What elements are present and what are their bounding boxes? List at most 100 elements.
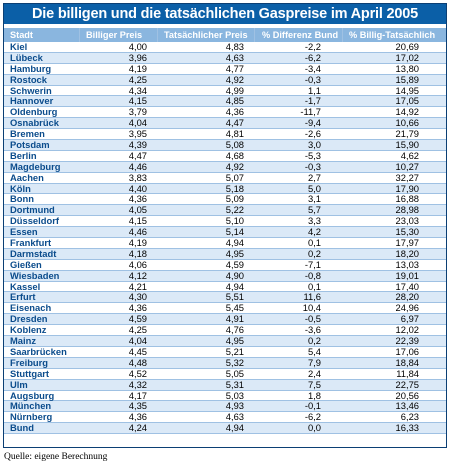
actual-price-cell: 4,94 xyxy=(225,237,244,249)
header-cheap-price: Billiger Preis xyxy=(86,30,143,40)
pct-cell: 17,05 xyxy=(395,95,419,107)
table-row: Kiel 4,00 4,83 -2,2 20,69 xyxy=(4,41,446,53)
city-cell: Hamburg xyxy=(10,62,52,74)
table-row: Dortmund 4,05 5,22 5,7 28,98 xyxy=(4,204,446,217)
actual-price-cell: 5,31 xyxy=(225,378,244,390)
cheap-price-cell: 4,46 xyxy=(128,226,147,238)
city-cell: Koblenz xyxy=(10,324,47,336)
diff-cell: -6,2 xyxy=(304,411,321,423)
source-note: Quelle: eigene Berechnung xyxy=(4,452,108,462)
actual-price-cell: 4,95 xyxy=(225,247,244,259)
cheap-price-cell: 4,36 xyxy=(128,411,147,423)
diff-cell: -5,3 xyxy=(304,149,321,161)
actual-price-cell: 5,05 xyxy=(225,367,244,379)
diff-cell: 5,4 xyxy=(307,345,321,357)
pct-cell: 15,89 xyxy=(395,73,419,85)
diff-cell: 3,0 xyxy=(307,139,321,151)
pct-cell: 15,30 xyxy=(395,226,419,238)
pct-cell: 16,33 xyxy=(395,422,419,434)
table-row: Eisenach 4,36 5,45 10,4 24,96 xyxy=(4,302,446,315)
city-cell: Kassel xyxy=(10,280,41,292)
pct-cell: 13,80 xyxy=(395,62,419,74)
city-cell: Magdeburg xyxy=(10,160,61,172)
table-row: Augsburg 4,17 5,03 1,8 20,56 xyxy=(4,389,446,402)
table-row: Aachen 3,83 5,07 2,7 32,27 xyxy=(4,171,446,184)
cheap-price-cell: 4,59 xyxy=(128,313,147,325)
city-cell: Oldenburg xyxy=(10,106,58,118)
cheap-price-cell: 4,48 xyxy=(128,356,147,368)
table-row: Oldenburg 3,79 4,36 -11,7 14,92 xyxy=(4,106,446,119)
actual-price-cell: 4,68 xyxy=(225,149,244,161)
table-row: Hamburg 4,19 4,77 -3,4 13,80 xyxy=(4,62,446,75)
actual-price-cell: 5,08 xyxy=(225,139,244,151)
pct-cell: 17,06 xyxy=(395,345,419,357)
cheap-price-cell: 4,21 xyxy=(128,280,147,292)
header-diff-bund: % Differenz Bund xyxy=(262,30,339,40)
diff-cell: -3,6 xyxy=(304,324,321,336)
table-row: Darmstadt 4,18 4,95 0,2 18,20 xyxy=(4,247,446,260)
city-cell: Potsdam xyxy=(10,139,50,151)
cheap-price-cell: 4,17 xyxy=(128,389,147,401)
city-cell: Dortmund xyxy=(10,204,55,216)
table-row: Düsseldorf 4,15 5,10 3,3 23,03 xyxy=(4,215,446,228)
pct-cell: 12,02 xyxy=(395,324,419,336)
pct-cell: 14,92 xyxy=(395,106,419,118)
actual-price-cell: 4,95 xyxy=(225,335,244,347)
table-row: Frankfurt 4,19 4,94 0,1 17,97 xyxy=(4,237,446,249)
diff-cell: -1,7 xyxy=(304,95,321,107)
cheap-price-cell: 4,36 xyxy=(128,302,147,314)
diff-cell: 7,5 xyxy=(307,378,321,390)
pct-cell: 17,97 xyxy=(395,237,419,249)
pct-cell: 14,95 xyxy=(395,84,419,96)
pct-cell: 6,23 xyxy=(400,411,419,423)
table-title: Die billigen und die tatsächlichen Gaspr… xyxy=(4,4,446,24)
city-cell: Nürnberg xyxy=(10,411,53,423)
actual-price-cell: 5,21 xyxy=(225,345,244,357)
table-row: Ulm 4,32 5,31 7,5 22,75 xyxy=(4,378,446,391)
actual-price-cell: 5,03 xyxy=(225,389,244,401)
city-cell: Essen xyxy=(10,226,38,238)
table-row: Bonn 4,36 5,09 3,1 16,88 xyxy=(4,193,446,206)
cheap-price-cell: 4,39 xyxy=(128,139,147,151)
cheap-price-cell: 4,45 xyxy=(128,345,147,357)
cheap-price-cell: 4,34 xyxy=(128,84,147,96)
diff-cell: -0,5 xyxy=(304,313,321,325)
city-cell: Lübeck xyxy=(10,51,43,63)
table-row: Potsdam 4,39 5,08 3,0 15,90 xyxy=(4,139,446,151)
cheap-price-cell: 4,19 xyxy=(128,62,147,74)
table-row: Magdeburg 4,46 4,92 -0,3 10,27 xyxy=(4,160,446,173)
cheap-price-cell: 4,47 xyxy=(128,149,147,161)
actual-price-cell: 4,94 xyxy=(225,280,244,292)
city-cell: Bremen xyxy=(10,128,45,140)
table-row: Hannover 4,15 4,85 -1,7 17,05 xyxy=(4,95,446,108)
pct-cell: 13,46 xyxy=(395,400,419,412)
city-cell: Bund xyxy=(10,422,34,434)
table-row: Dresden 4,59 4,91 -0,5 6,97 xyxy=(4,313,446,326)
diff-cell: -6,2 xyxy=(304,51,321,63)
table-row: Bremen 3,95 4,81 -2,6 21,79 xyxy=(4,128,446,141)
cheap-price-cell: 4,24 xyxy=(128,422,147,434)
pct-cell: 28,98 xyxy=(395,204,419,216)
table-row: Lübeck 3,96 4,63 -6,2 17,02 xyxy=(4,51,446,64)
table-row: Nürnberg 4,36 4,63 -6,2 6,23 xyxy=(4,411,446,424)
diff-cell: -2,2 xyxy=(304,41,321,52)
diff-cell: -0,3 xyxy=(304,73,321,85)
city-cell: Dresden xyxy=(10,313,48,325)
cheap-price-cell: 4,32 xyxy=(128,378,147,390)
city-cell: Berlin xyxy=(10,149,37,161)
table-row: Köln 4,40 5,18 5,0 17,90 xyxy=(4,182,446,195)
actual-price-cell: 4,81 xyxy=(225,128,244,140)
cheap-price-cell: 4,05 xyxy=(128,204,147,216)
table-row: Berlin 4,47 4,68 -5,3 4,62 xyxy=(4,149,446,162)
actual-price-cell: 5,18 xyxy=(225,182,244,194)
city-cell: Aachen xyxy=(10,171,44,183)
actual-price-cell: 4,36 xyxy=(225,106,244,118)
cheap-price-cell: 4,25 xyxy=(128,324,147,336)
diff-cell: 0,2 xyxy=(307,335,321,347)
pct-cell: 23,03 xyxy=(395,215,419,227)
diff-cell: 5,7 xyxy=(307,204,321,216)
pct-cell: 4,62 xyxy=(400,149,419,161)
actual-price-cell: 5,09 xyxy=(225,193,244,205)
pct-cell: 15,90 xyxy=(395,139,419,151)
city-cell: Augsburg xyxy=(10,389,55,401)
